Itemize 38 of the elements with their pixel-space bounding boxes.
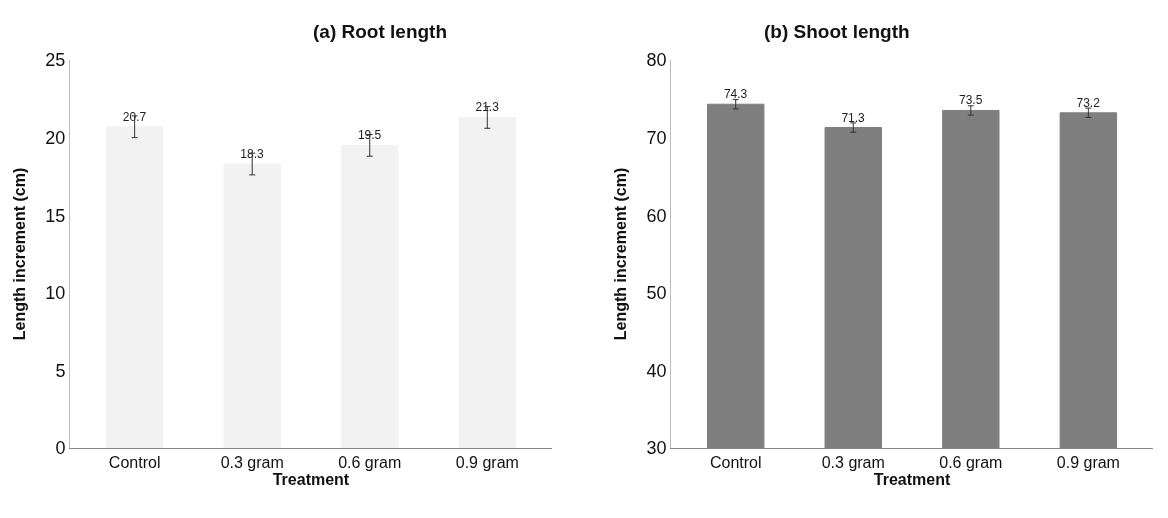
bar bbox=[105, 126, 164, 448]
x-tick-label: 0.9 gram bbox=[1056, 454, 1120, 472]
y-tick-label: 5 bbox=[55, 360, 66, 381]
x-axis-title: Treatment bbox=[873, 471, 951, 489]
x-tick-label: 0.3 gram bbox=[220, 454, 284, 472]
y-tick-label: 30 bbox=[646, 438, 667, 459]
y-tick-label: 10 bbox=[45, 283, 66, 304]
x-tick-label: Control bbox=[709, 454, 762, 472]
y-tick-label: 15 bbox=[45, 205, 66, 226]
y-tick-label: 0 bbox=[55, 438, 66, 459]
data-label: 19.5 bbox=[357, 128, 382, 143]
data-label: 74.3 bbox=[723, 87, 748, 102]
x-tick-label: 0.6 gram bbox=[338, 454, 402, 472]
data-label: 71.3 bbox=[841, 110, 866, 125]
x-tick-label: 0.6 gram bbox=[939, 454, 1003, 472]
bar bbox=[458, 116, 516, 448]
x-tick-label: 0.3 gram bbox=[821, 454, 885, 472]
y-tick-label: 50 bbox=[646, 283, 667, 304]
chart-title: (a) Root length bbox=[313, 21, 448, 42]
data-label: 21.3 bbox=[475, 100, 500, 115]
data-label: 73.2 bbox=[1076, 95, 1101, 110]
y-axis-title: Length increment (cm) bbox=[612, 167, 630, 341]
chart-title: (b) Shoot length bbox=[764, 21, 910, 42]
y-axis-title: Length increment (cm) bbox=[11, 167, 29, 341]
bar bbox=[223, 163, 281, 448]
x-tick-label: Control bbox=[108, 454, 161, 472]
y-tick-label: 60 bbox=[646, 205, 667, 226]
y-tick-label: 80 bbox=[646, 50, 667, 71]
y-tick-label: 25 bbox=[45, 50, 66, 71]
x-axis-title: Treatment bbox=[272, 471, 350, 489]
x-tick-label: 0.9 gram bbox=[455, 454, 519, 472]
y-tick-label: 40 bbox=[646, 360, 667, 381]
y-tick-label: 70 bbox=[646, 127, 667, 148]
data-label: 20.7 bbox=[122, 109, 147, 124]
y-tick-label: 20 bbox=[45, 127, 66, 148]
data-label: 18.3 bbox=[240, 146, 265, 161]
data-label: 73.5 bbox=[958, 93, 983, 108]
bar bbox=[341, 144, 399, 448]
